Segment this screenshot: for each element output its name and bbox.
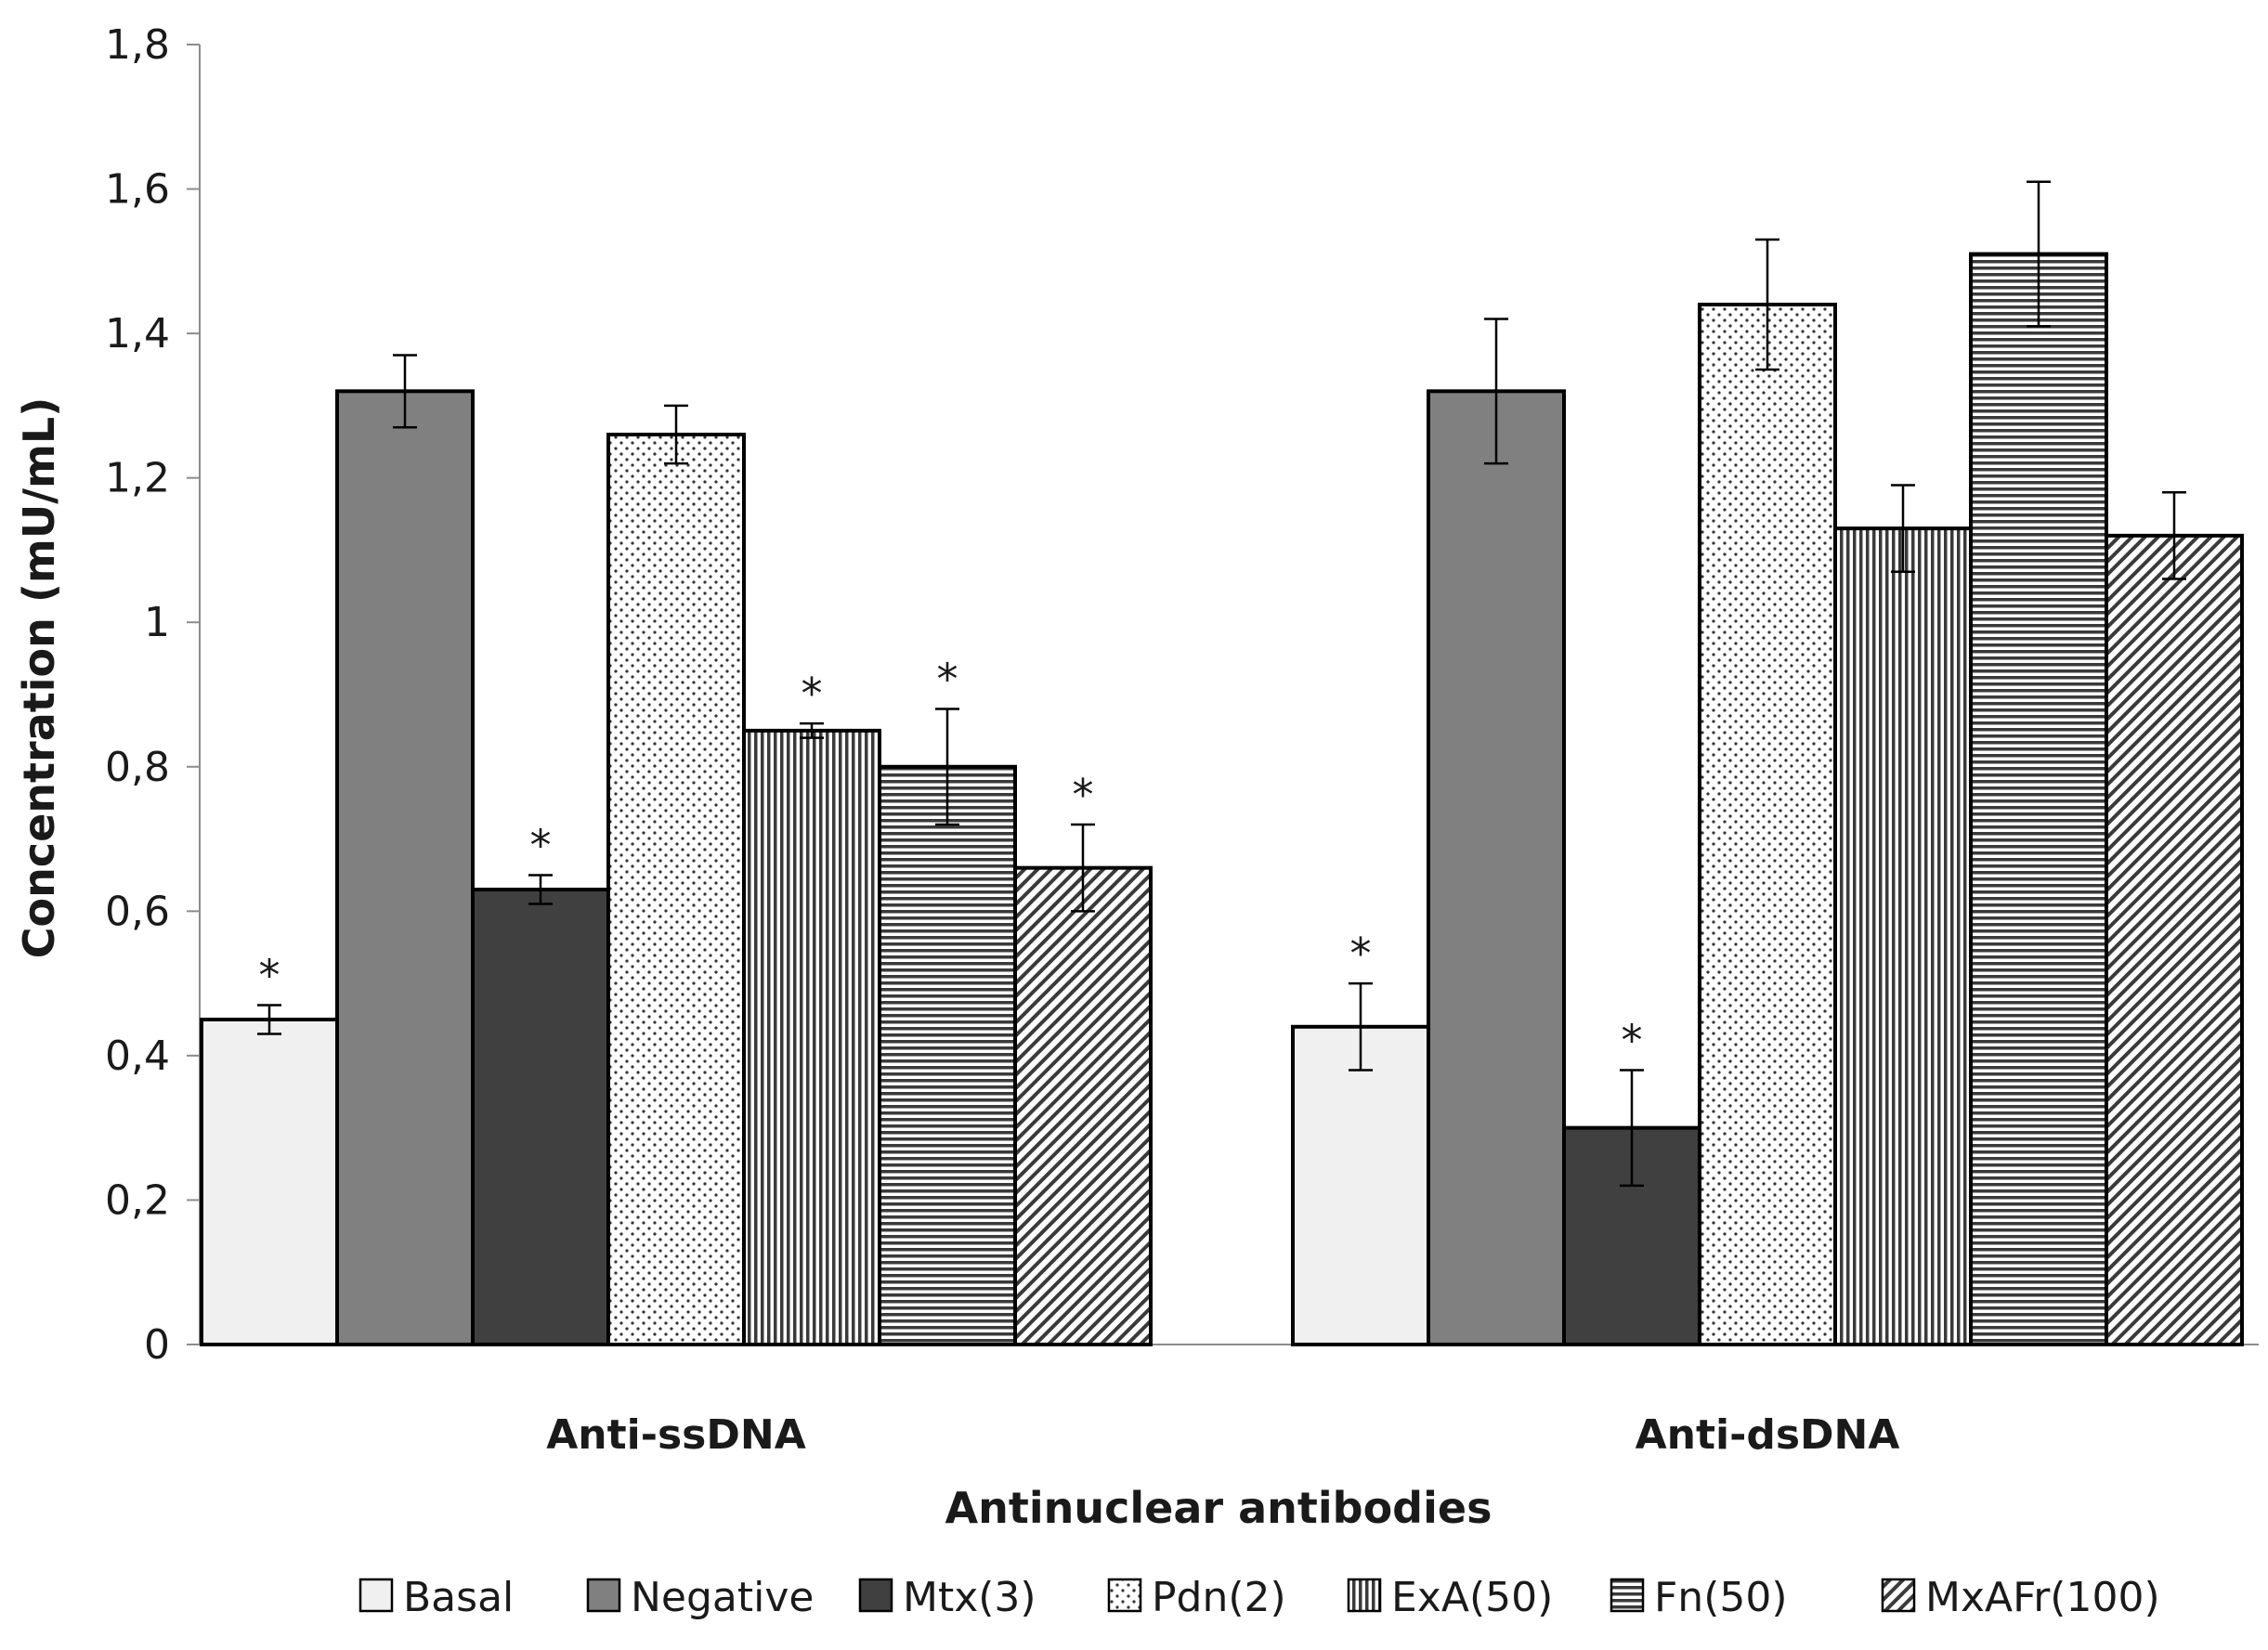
bar-pdn-2-anti-ssdna [606, 433, 746, 1346]
legend-swatch [1881, 1578, 1916, 1613]
legend-label: Fn(50) [1654, 1574, 1788, 1621]
significance-marker: * [259, 950, 280, 1000]
y-tick-label: 0 [144, 1321, 170, 1369]
legend-label: Pdn(2) [1152, 1574, 1286, 1621]
significance-marker: * [530, 820, 552, 870]
bar-exa-50-anti-ssdna [742, 728, 881, 1346]
bars: * * * * * * * [200, 180, 2244, 1347]
category-label: Anti-dsDNA [1636, 1411, 1900, 1459]
y-tick-label: 1,2 [105, 455, 170, 502]
legend-label: MxAFr(100) [1925, 1574, 2160, 1621]
bar-negative-anti-dsdna [1427, 389, 1566, 1346]
bar-fn-50-anti-dsdna [1969, 252, 2108, 1346]
legend: Basal Negative Mtx(3) Pdn(2) ExA(50) Fn(50) Mx… [358, 1574, 2160, 1621]
legend-swatch [1347, 1578, 1382, 1613]
y-axis: 0 0,2 0,4 0,6 0,8 1 1,2 1,4 1,6 1,8 Anti-ssDNA Anti… [105, 21, 2259, 1459]
y-tick-label: 0,6 [105, 888, 170, 935]
y-tick-label: 1 [144, 599, 170, 646]
legend-label: Negative [631, 1574, 814, 1621]
y-tick-label: 0,4 [105, 1033, 170, 1080]
significance-marker: * [937, 655, 958, 705]
significance-marker: * [1073, 770, 1094, 820]
bar-mxafr-100-anti-ssdna [1013, 865, 1153, 1346]
y-tick-label: 1,6 [105, 166, 170, 214]
significance-marker: * [802, 669, 823, 719]
y-tick-label: 1,8 [105, 21, 170, 69]
bar-mtx-3-anti-ssdna [471, 888, 610, 1346]
legend-swatch [1610, 1578, 1645, 1613]
axis-labels: Concentration (mU/mL) Antinuclear antibo… [14, 397, 1492, 1533]
bar-exa-50-anti-dsdna [1833, 526, 1973, 1346]
bar-basal-anti-dsdna [1291, 1024, 1430, 1347]
category-label: Anti-ssDNA [546, 1411, 806, 1459]
significance-marker: * [1622, 1015, 1643, 1065]
y-tick-label: 0,2 [105, 1176, 170, 1224]
significance-marker: * [1350, 929, 1372, 979]
bar-mxafr-100-anti-dsdna [2105, 533, 2244, 1346]
bar-pdn-2-anti-dsdna [1698, 303, 1837, 1346]
bar-negative-anti-ssdna [335, 389, 475, 1346]
y-tick-label: 0,8 [105, 744, 170, 791]
legend-swatch [358, 1578, 394, 1613]
legend-label: ExA(50) [1391, 1574, 1553, 1621]
x-axis-title: Antinuclear antibodies [945, 1483, 1492, 1533]
y-axis-title: Concentration (mU/mL) [14, 397, 64, 959]
legend-swatch [586, 1578, 621, 1613]
legend-label: Basal [403, 1574, 514, 1621]
y-tick-label: 1,4 [105, 310, 170, 357]
bar-fn-50-anti-ssdna [878, 764, 1017, 1346]
legend-label: Mtx(3) [903, 1574, 1036, 1621]
legend-swatch [1107, 1578, 1142, 1613]
legend-swatch [858, 1578, 893, 1613]
bar-basal-anti-ssdna [200, 1018, 339, 1346]
